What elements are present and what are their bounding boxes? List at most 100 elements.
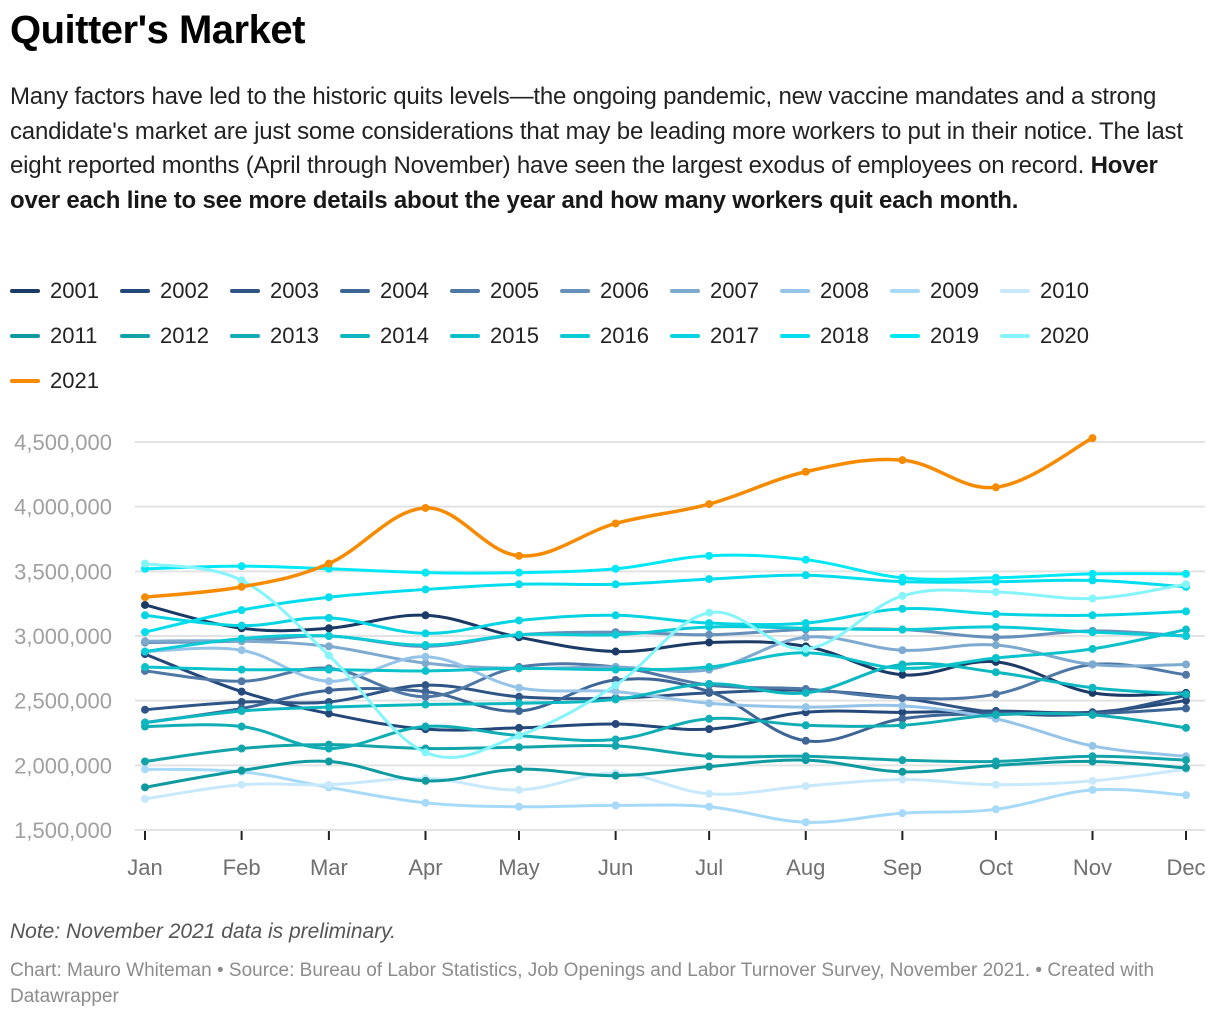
data-point[interactable] <box>1088 752 1097 761</box>
legend-item-2011[interactable]: 2011 <box>10 321 97 351</box>
legend-item-2003[interactable]: 2003 <box>230 276 319 306</box>
legend-item-2004[interactable]: 2004 <box>340 276 429 306</box>
data-point[interactable] <box>1088 785 1097 794</box>
data-point[interactable] <box>611 630 620 639</box>
data-point[interactable] <box>991 622 1000 631</box>
data-point[interactable] <box>801 782 810 791</box>
data-point[interactable] <box>705 500 714 509</box>
data-point[interactable] <box>611 647 620 656</box>
data-point[interactable] <box>421 798 430 807</box>
data-point[interactable] <box>705 789 714 798</box>
data-point[interactable] <box>1182 723 1190 732</box>
data-point[interactable] <box>141 600 149 609</box>
data-point[interactable] <box>898 775 907 784</box>
data-point[interactable] <box>705 725 714 734</box>
data-point[interactable] <box>898 714 907 723</box>
series-line-2017[interactable] <box>143 607 1188 635</box>
data-point[interactable] <box>141 718 149 727</box>
data-point[interactable] <box>421 692 430 701</box>
data-point[interactable] <box>898 646 907 655</box>
data-point[interactable] <box>611 695 620 704</box>
data-point[interactable] <box>1182 625 1190 634</box>
data-point[interactable] <box>898 625 907 634</box>
series-line-2002[interactable] <box>143 652 1188 732</box>
data-point[interactable] <box>515 699 524 708</box>
series-line-2018[interactable] <box>143 573 1188 634</box>
data-point[interactable] <box>705 619 714 628</box>
legend-item-2002[interactable]: 2002 <box>120 276 209 306</box>
data-point[interactable] <box>324 709 333 718</box>
data-point[interactable] <box>237 687 246 696</box>
series-line-2015[interactable] <box>143 628 1188 673</box>
data-point[interactable] <box>1182 580 1190 589</box>
data-point[interactable] <box>611 741 620 750</box>
data-point[interactable] <box>611 611 620 620</box>
data-point[interactable] <box>1088 644 1097 653</box>
data-point[interactable] <box>705 762 714 771</box>
series-line-2001[interactable] <box>143 603 1188 697</box>
data-point[interactable] <box>421 503 430 512</box>
data-point[interactable] <box>898 670 907 679</box>
legend-item-2010[interactable]: 2010 <box>1000 276 1089 306</box>
data-point[interactable] <box>237 744 246 753</box>
data-point[interactable] <box>515 568 524 577</box>
legend-item-2005[interactable]: 2005 <box>450 276 539 306</box>
data-point[interactable] <box>515 692 524 701</box>
data-point[interactable] <box>515 802 524 811</box>
data-point[interactable] <box>991 710 1000 719</box>
data-point[interactable] <box>1088 660 1097 669</box>
series-line-2009[interactable] <box>143 767 1188 824</box>
legend-item-2006[interactable]: 2006 <box>560 276 649 306</box>
data-point[interactable] <box>421 652 430 661</box>
legend-item-2016[interactable]: 2016 <box>560 321 649 351</box>
data-point[interactable] <box>991 653 1000 662</box>
data-point[interactable] <box>1182 763 1190 772</box>
data-point[interactable] <box>898 721 907 730</box>
legend-item-2020[interactable]: 2020 <box>1000 321 1089 351</box>
legend-item-2017[interactable]: 2017 <box>670 321 759 351</box>
data-point[interactable] <box>324 757 333 766</box>
data-point[interactable] <box>324 624 333 633</box>
data-point[interactable] <box>611 519 620 528</box>
data-point[interactable] <box>705 752 714 761</box>
data-point[interactable] <box>421 568 430 577</box>
series-line-2019[interactable] <box>143 553 1188 581</box>
legend-item-2001[interactable]: 2001 <box>10 276 99 306</box>
data-point[interactable] <box>801 633 810 642</box>
data-point[interactable] <box>1088 741 1097 750</box>
data-point[interactable] <box>515 731 524 740</box>
data-point[interactable] <box>801 721 810 730</box>
data-point[interactable] <box>237 582 246 591</box>
data-point[interactable] <box>1088 576 1097 585</box>
data-point[interactable] <box>141 765 149 774</box>
series-line-2011[interactable] <box>143 758 1188 789</box>
data-point[interactable] <box>705 630 714 639</box>
data-point[interactable] <box>237 697 246 706</box>
series-2012[interactable] <box>141 740 1190 766</box>
data-point[interactable] <box>801 644 810 653</box>
data-point[interactable] <box>801 619 810 628</box>
data-point[interactable] <box>1088 710 1097 719</box>
data-point[interactable] <box>237 606 246 615</box>
data-point[interactable] <box>141 611 149 620</box>
data-point[interactable] <box>237 665 246 674</box>
series-line-2004[interactable] <box>143 677 1188 743</box>
data-point[interactable] <box>1182 632 1190 640</box>
data-point[interactable] <box>141 705 149 714</box>
data-point[interactable] <box>611 719 620 728</box>
data-point[interactable] <box>611 801 620 810</box>
legend-item-2021[interactable]: 2021 <box>10 366 99 396</box>
data-point[interactable] <box>705 608 714 617</box>
data-point[interactable] <box>324 780 333 789</box>
data-point[interactable] <box>801 703 810 712</box>
data-point[interactable] <box>898 708 907 717</box>
data-point[interactable] <box>421 666 430 675</box>
data-point[interactable] <box>515 630 524 639</box>
data-point[interactable] <box>705 638 714 647</box>
series-2021[interactable] <box>141 434 1097 602</box>
data-point[interactable] <box>421 681 430 690</box>
data-point[interactable] <box>1088 776 1097 785</box>
data-point[interactable] <box>421 776 430 785</box>
data-point[interactable] <box>141 663 149 672</box>
data-point[interactable] <box>1182 569 1190 578</box>
